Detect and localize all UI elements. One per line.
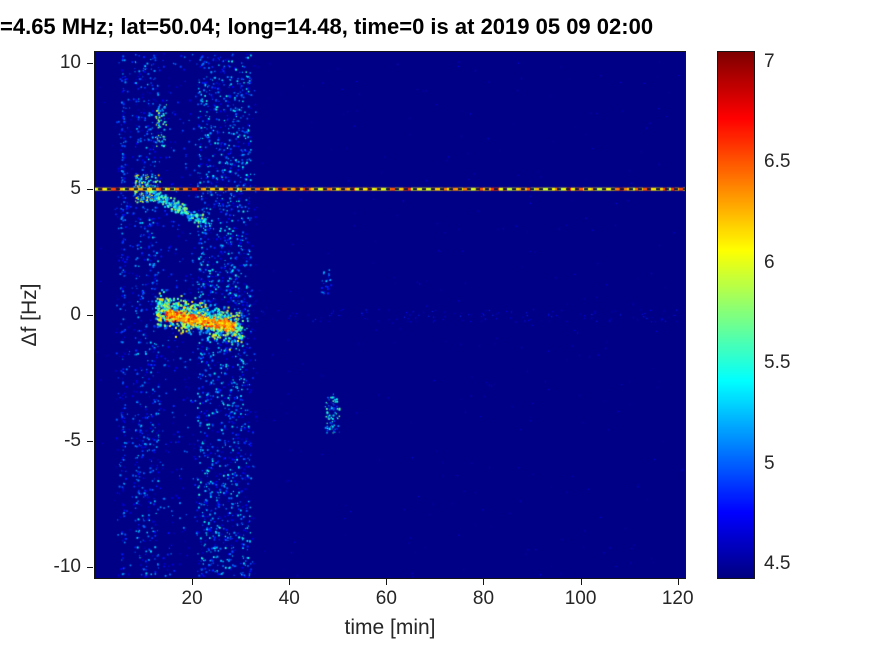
y-tick-mark: [87, 63, 93, 65]
x-tick-label: 100: [564, 588, 597, 609]
colorbar-tick-label: 5.5: [764, 352, 791, 374]
y-tick-mark: [87, 440, 93, 442]
x-tick-mark: [289, 579, 291, 585]
x-tick-label: 40: [278, 588, 300, 609]
y-tick-label: -10: [53, 555, 81, 577]
x-tick-mark: [192, 579, 194, 585]
colorbar-tick-label: 6: [764, 251, 775, 273]
y-tick-mark: [87, 566, 93, 568]
x-tick-label: 60: [375, 588, 397, 609]
colorbar-tick-label: 7: [764, 51, 775, 73]
y-tick-label: 5: [70, 178, 81, 200]
chart-title: =4.65 MHz; lat=50.04; long=14.48, time=0…: [0, 14, 654, 39]
colorbar-canvas: [718, 52, 754, 578]
plot-area: [94, 51, 686, 579]
x-tick-label: 20: [181, 588, 203, 609]
x-tick-label: 80: [472, 588, 495, 609]
spectrogram-canvas: [95, 52, 685, 578]
colorbar-tick-label: 5: [764, 452, 775, 474]
colorbar: [717, 51, 755, 579]
y-tick-label: -5: [64, 429, 81, 451]
y-tick-mark: [87, 315, 93, 316]
x-axis-label: time [min]: [344, 616, 436, 639]
x-tick-mark: [580, 579, 582, 585]
y-tick-label: 0: [70, 304, 81, 325]
x-tick-mark: [483, 579, 485, 585]
x-tick-mark: [386, 579, 388, 585]
y-tick-label: 10: [59, 52, 81, 74]
colorbar-tick-label: 6.5: [764, 151, 791, 173]
colorbar-tick-label: 4.5: [764, 552, 791, 574]
x-tick-mark: [677, 579, 679, 585]
x-tick-label: 120: [661, 588, 694, 609]
y-axis-label: Δf [Hz]: [18, 283, 41, 347]
y-tick-mark: [87, 189, 93, 191]
